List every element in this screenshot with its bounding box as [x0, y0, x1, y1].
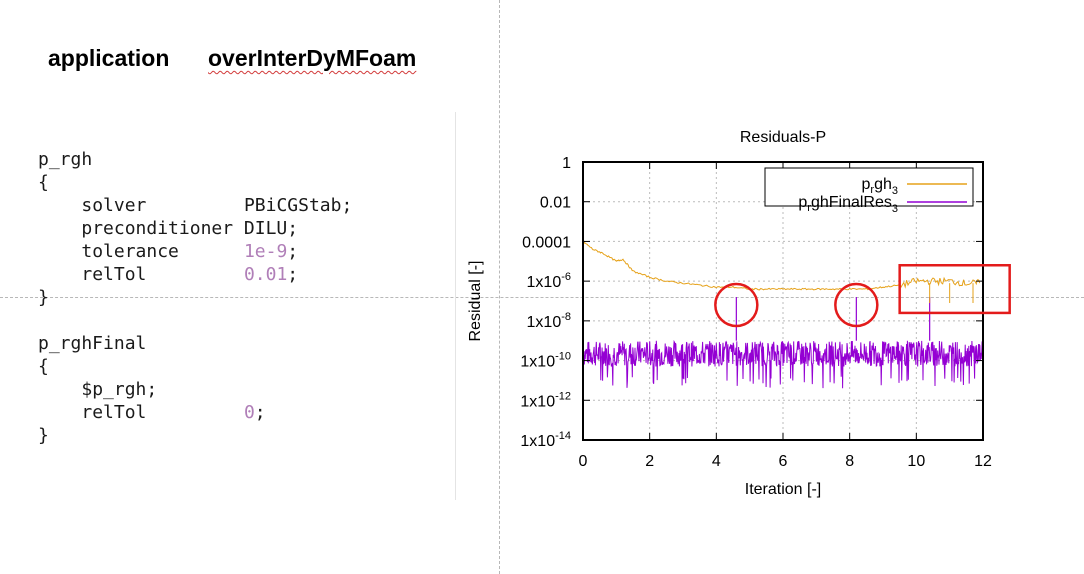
x-axis-label: Iteration [-]	[745, 481, 821, 498]
y-tick-label: 1x10-6	[527, 271, 571, 291]
code-line: p_rgh	[38, 148, 352, 171]
code-key: preconditioner	[81, 218, 234, 239]
chart-title: Residuals-P	[740, 129, 826, 146]
code-line: preconditioner DILU;	[38, 217, 352, 240]
legend-label-part: 3	[892, 203, 898, 215]
code-key: }	[38, 425, 49, 446]
highlight-circle	[714, 282, 759, 328]
y-tick-label: 1x10-10	[520, 351, 571, 371]
code-line	[38, 309, 352, 332]
code-key: p_rgh	[38, 149, 93, 170]
y-tick-exponent: -6	[561, 271, 571, 283]
code-key: relTol	[81, 264, 147, 285]
series-prgh-line	[583, 240, 981, 291]
y-tick-base: 1x10	[520, 393, 555, 410]
y-tick-base: 1x10	[520, 433, 555, 450]
code-key: tolerance	[81, 241, 179, 262]
code-line: $p_rgh;	[38, 378, 352, 401]
application-label: application	[48, 45, 170, 71]
y-tick-label: 0.01	[540, 195, 571, 212]
legend-label-part: gh	[874, 176, 892, 193]
application-value: overInterDyMFoam	[208, 45, 417, 71]
code-line: }	[38, 424, 352, 447]
code-line: relTol 0.01;	[81, 264, 299, 285]
solver-settings-code: p_rgh{ solver PBiCGStab; preconditioner …	[38, 148, 352, 447]
code-value: PBiCGStab;	[243, 195, 353, 216]
x-tick-label: 0	[579, 453, 588, 470]
code-line: {	[38, 355, 352, 378]
y-tick-exponent: -10	[555, 351, 571, 363]
x-tick-label: 4	[712, 453, 721, 470]
x-tick-label: 2	[645, 453, 654, 470]
code-value: 0	[243, 402, 255, 423]
x-tick-label: 10	[907, 453, 925, 470]
series-prgh-final-res-line	[582, 339, 984, 389]
code-value: 1e-9	[243, 241, 288, 262]
code-line: }	[38, 286, 352, 309]
code-line: {	[38, 171, 352, 194]
code-line: tolerance 1e-9;	[81, 241, 299, 262]
y-tick-base: 1x10	[520, 354, 555, 371]
legend-label-part: r	[870, 184, 874, 196]
legend-label-part: r	[807, 202, 811, 214]
code-value: DILU;	[243, 218, 299, 239]
code-value: 0.01	[243, 264, 288, 285]
y-tick-label: 1	[562, 155, 571, 172]
highlight-rectangle	[898, 264, 1011, 315]
code-key: {	[38, 172, 49, 193]
code-key: {	[38, 356, 49, 377]
y-tick-base: 1x10	[527, 314, 562, 331]
y-tick-label: 1x10-12	[520, 390, 571, 410]
y-tick-label: 1x10-14	[520, 430, 571, 450]
legend-label-part: 3	[892, 185, 898, 197]
code-key: p_rghFinal	[38, 333, 147, 354]
y-tick-exponent: -12	[555, 390, 571, 402]
x-tick-label: 8	[845, 453, 854, 470]
legend-label: prghFinalRes3	[798, 194, 898, 215]
code-line: relTol 0;	[81, 402, 266, 423]
x-tick-label: 6	[779, 453, 788, 470]
code-key: }	[38, 287, 49, 308]
legend-box	[764, 167, 974, 207]
panel-separator	[455, 112, 456, 500]
legend-label: prgh3	[862, 176, 899, 197]
code-line: p_rghFinal	[38, 332, 352, 355]
legend-label-part: p	[798, 194, 807, 211]
code-key: relTol	[81, 402, 147, 423]
legend-label-part: ghFinalRes	[811, 194, 892, 211]
y-tick-label: 0.0001	[522, 234, 571, 251]
code-key: solver	[81, 195, 147, 216]
y-tick-label: 1x10-8	[527, 311, 571, 331]
x-tick-label: 12	[974, 453, 992, 470]
y-tick-exponent: -14	[555, 430, 571, 442]
residuals-chart: Residuals-P0 2 4 6 8 10 1210.010.00011x10-61x1…	[467, 129, 1011, 498]
highlight-circle	[834, 282, 879, 328]
vertical-guide-line	[499, 0, 500, 574]
code-line: solver PBiCGStab;	[38, 194, 352, 217]
legend-label-part: p	[862, 176, 871, 193]
y-axis-label: Residual [-]	[467, 261, 484, 342]
horizontal-guide-line	[0, 297, 1084, 298]
y-tick-exponent: -8	[561, 311, 571, 323]
y-tick-base: 1x10	[527, 274, 562, 291]
code-key: $p_rgh;	[81, 379, 158, 400]
